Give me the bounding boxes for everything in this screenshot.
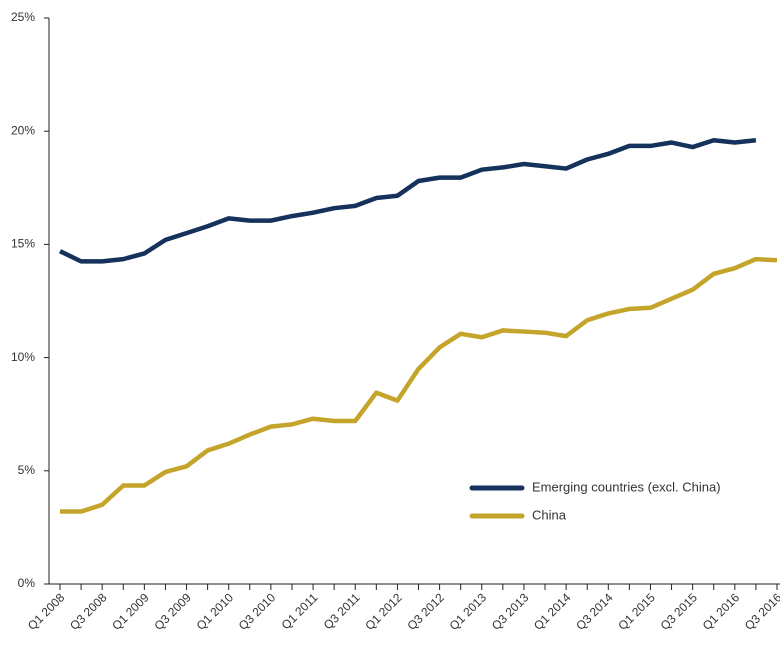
y-tick-label: 5% — [18, 463, 36, 477]
x-tick-label: Q3 2016 — [742, 590, 780, 633]
legend-label: China — [532, 507, 567, 522]
x-tick-label: Q1 2009 — [109, 590, 152, 633]
y-tick-label: 10% — [11, 350, 35, 364]
x-tick-label: Q3 2011 — [321, 590, 363, 632]
x-tick-label: Q3 2014 — [573, 590, 616, 633]
legend-label: Emerging countries (excl. China) — [532, 479, 721, 494]
x-tick-label: Q3 2015 — [658, 590, 701, 633]
y-tick-label: 20% — [11, 123, 35, 137]
x-tick-label: Q1 2013 — [447, 590, 490, 633]
x-tick-label: Q1 2015 — [615, 590, 658, 633]
x-tick-label: Q1 2016 — [700, 590, 743, 633]
x-tick-label: Q3 2010 — [236, 590, 279, 633]
y-tick-label: 0% — [18, 576, 36, 590]
y-tick-label: 25% — [11, 10, 35, 24]
x-tick-label: Q1 2012 — [362, 590, 405, 633]
y-tick-label: 15% — [11, 237, 35, 251]
series-line — [60, 256, 778, 514]
series-line — [59, 138, 757, 264]
x-tick-label: Q1 2008 — [25, 590, 68, 633]
x-tick-label: Q3 2012 — [404, 590, 447, 633]
x-tick-label: Q1 2011 — [279, 590, 321, 632]
x-tick-label: Q1 2010 — [194, 590, 237, 633]
x-tick-label: Q3 2013 — [489, 590, 532, 633]
x-tick-label: Q1 2014 — [531, 590, 574, 633]
x-tick-label: Q3 2009 — [151, 590, 194, 633]
x-tick-label: Q3 2008 — [67, 590, 110, 633]
